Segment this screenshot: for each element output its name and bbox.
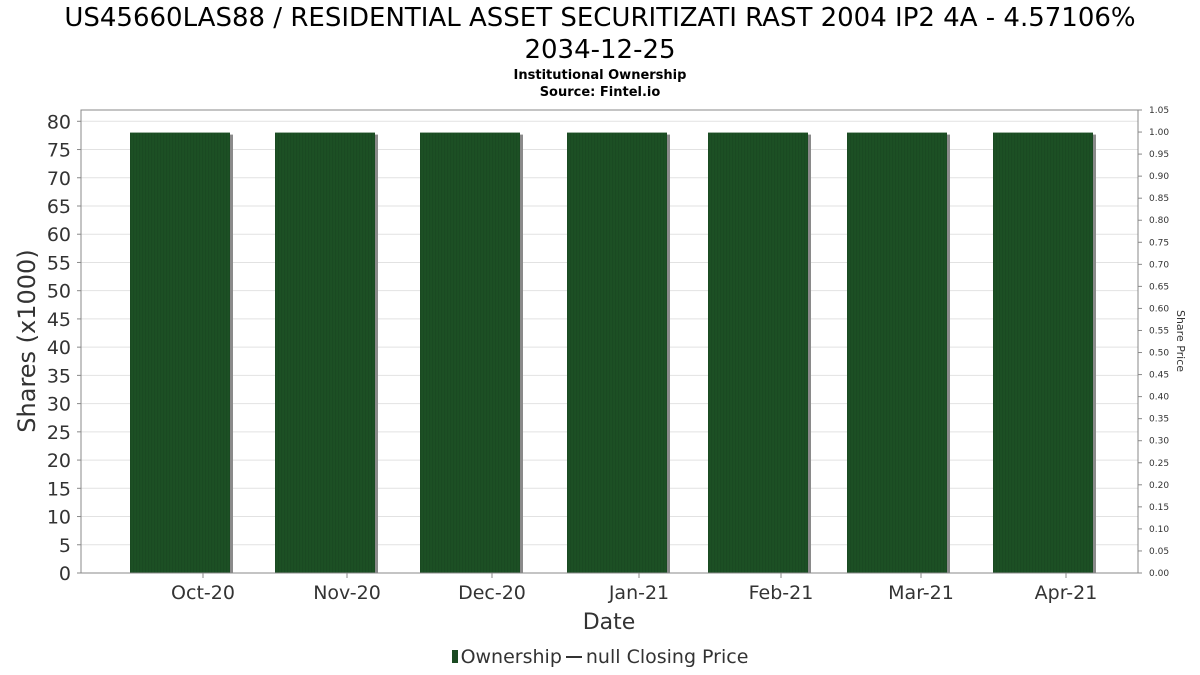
chart-title-line2: 2034-12-25 [524, 35, 676, 65]
y-tick-label: 0 [59, 563, 71, 585]
y-tick-label: 55 [47, 252, 71, 274]
y2-tick-label: 0.45 [1149, 371, 1169, 381]
y-tick-label: 60 [47, 224, 71, 246]
y2-tick-label: 0.10 [1149, 525, 1169, 535]
y-tick-label: 5 [59, 535, 71, 557]
chart-legend: Ownership null Closing Price [0, 646, 1200, 668]
y2-tick-label: 0.40 [1149, 393, 1169, 403]
x-tick-label: Dec-20 [458, 582, 526, 604]
x-tick-label: Jan-21 [608, 582, 669, 604]
y2-tick-label: 0.75 [1149, 238, 1169, 248]
y-tick-label: 25 [47, 422, 71, 444]
y-tick-label: 20 [47, 450, 71, 472]
plot-frame [80, 109, 1139, 574]
y-tick-label: 80 [47, 111, 71, 133]
y2-tick-label: 0.90 [1149, 172, 1169, 182]
y-tick-label: 50 [47, 281, 71, 303]
chart-subtitle: Institutional Ownership [513, 68, 687, 83]
y2-tick-label: 1.05 [1149, 106, 1169, 116]
y2-tick-label: 0.55 [1149, 326, 1169, 336]
y2-tick-label: 0.65 [1149, 282, 1169, 292]
y2-tick-label: 0.20 [1149, 481, 1169, 491]
y-tick-label: 15 [47, 478, 71, 500]
x-tick-label: Apr-21 [1035, 582, 1098, 604]
y2-tick-label: 1.00 [1149, 128, 1169, 138]
y2-axis-title: Share Price [1174, 310, 1187, 372]
y2-tick-label: 0.05 [1149, 547, 1169, 557]
chart-title-line1: US45660LAS88 / RESIDENTIAL ASSET SECURIT… [64, 3, 1136, 33]
y2-tick-label: 0.25 [1149, 459, 1169, 469]
y2-tick-label: 0.30 [1149, 437, 1169, 447]
y-tick-label: 70 [47, 168, 71, 190]
y-tick-label: 65 [47, 196, 71, 218]
y2-tick-label: 0.15 [1149, 503, 1169, 513]
x-tick-label: Mar-21 [888, 582, 954, 604]
y-tick-label: 40 [47, 337, 71, 359]
y2-tick-label: 0.60 [1149, 304, 1169, 314]
y-tick-label: 10 [47, 507, 71, 529]
y-tick-label: 75 [47, 140, 71, 162]
ownership-legend-swatch [451, 650, 458, 663]
chart-source: Source: Fintel.io [539, 85, 661, 100]
y2-tick-label: 0.35 [1149, 415, 1169, 425]
y2-tick-label: 0.50 [1149, 349, 1169, 359]
price-legend-label: null Closing Price [585, 646, 749, 668]
ownership-legend-label: Ownership [460, 646, 562, 668]
y2-tick-label: 0.85 [1149, 194, 1169, 204]
y-tick-label: 30 [47, 394, 71, 416]
y2-tick-label: 0.00 [1149, 569, 1169, 579]
x-tick-label: Oct-20 [171, 582, 235, 604]
x-tick-label: Feb-21 [749, 582, 814, 604]
y2-tick-label: 0.70 [1149, 260, 1169, 270]
x-tick-label: Nov-20 [313, 582, 381, 604]
x-axis-title: Date [583, 610, 636, 635]
price-legend-line [565, 655, 582, 658]
y2-tick-label: 0.80 [1149, 216, 1169, 226]
y2-tick-label: 0.95 [1149, 150, 1169, 160]
y-axis-title: Shares (x1000) [13, 249, 41, 432]
y-tick-label: 35 [47, 365, 71, 387]
y-tick-label: 45 [47, 309, 71, 331]
